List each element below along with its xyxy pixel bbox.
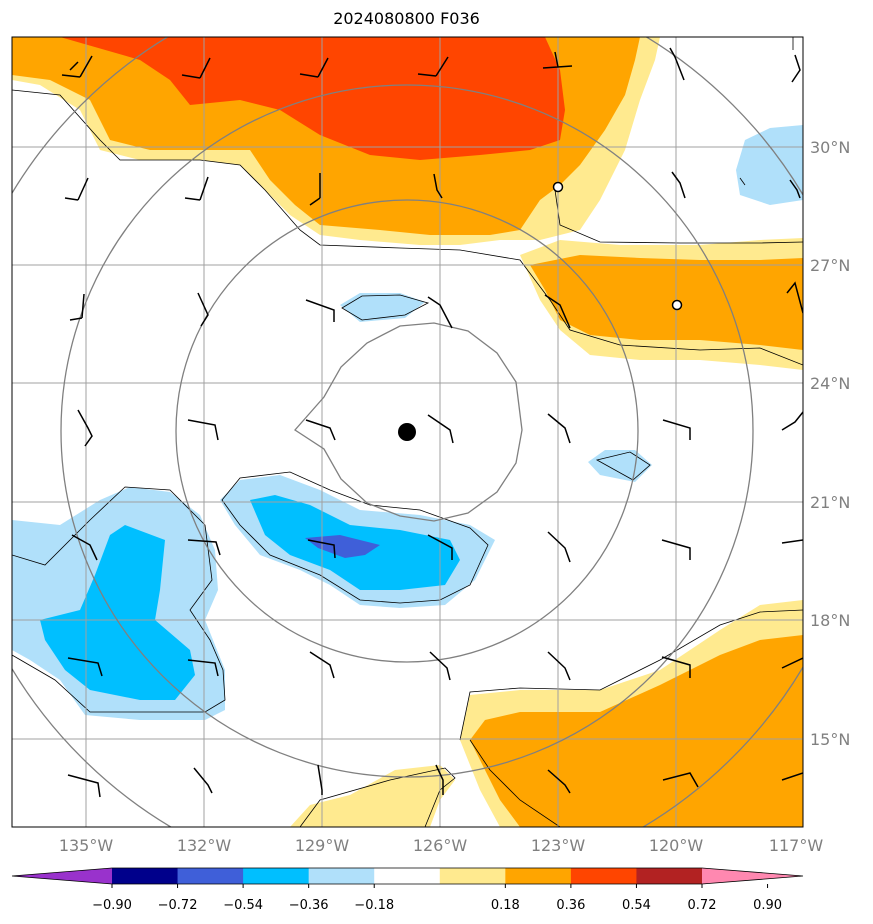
lat-label: 15°N — [810, 730, 850, 749]
lon-label: 117°W — [769, 836, 824, 855]
lon-label: 123°W — [531, 836, 586, 855]
colorbar-segment — [636, 868, 703, 884]
colorbar-segment — [505, 868, 572, 884]
colorbar-tick-label: 0.72 — [688, 898, 717, 913]
colorbar-tick-label: 0.54 — [622, 898, 651, 913]
lon-label: 132°W — [177, 836, 232, 855]
calm-circles — [552, 181, 683, 311]
latitude-labels: 30°N 27°N 24°N 21°N 18°N 15°N — [810, 138, 850, 749]
colorbar-extend-high — [702, 868, 803, 884]
colorbar-tick-label: 0.90 — [753, 898, 782, 913]
graticule — [12, 37, 803, 827]
colorbar-labels: −0.90 −0.72 −0.54 −0.36 −0.18 0.18 0.36 0.54 0.7… — [92, 884, 782, 913]
colorbar-tick-label: 0.36 — [556, 898, 585, 913]
colorbar-segment — [177, 868, 244, 884]
negative-anomaly-fill-west — [12, 487, 225, 720]
colorbar-tick-label: −0.72 — [158, 898, 198, 913]
lat-label: 21°N — [810, 493, 850, 512]
lat-label: 27°N — [810, 256, 850, 275]
colorbar-tick-label: −0.18 — [354, 898, 394, 913]
negative-anomaly-fill-center — [220, 475, 495, 608]
colorbar-segment — [439, 868, 506, 884]
lat-label: 30°N — [810, 138, 850, 157]
positive-anomaly-fill-north — [12, 37, 660, 245]
storm-center-marker — [398, 423, 416, 441]
lon-label: 120°W — [649, 836, 704, 855]
map-area — [12, 37, 803, 827]
contour-lines — [12, 37, 803, 827]
map-frame — [11, 36, 804, 828]
lon-label: 129°W — [295, 836, 350, 855]
longitude-labels: 135°W 132°W 129°W 126°W 123°W 120°W 117°… — [59, 836, 824, 855]
colorbar — [11, 867, 804, 885]
lat-label: 18°N — [810, 611, 850, 630]
lon-label: 135°W — [59, 836, 114, 855]
colorbar-segment — [570, 868, 637, 884]
colorbar-extend-low — [12, 868, 112, 884]
wind-barbs — [61, 47, 803, 798]
colorbar-segment — [308, 868, 375, 884]
lon-label: 126°W — [413, 836, 468, 855]
positive-anomaly-fill-southeast — [460, 600, 803, 827]
positive-anomaly-fill-east — [520, 238, 803, 370]
colorbar-tick-label: −0.90 — [92, 898, 132, 913]
colorbar-tick-label: 0.18 — [491, 898, 520, 913]
range-rings — [12, 37, 803, 827]
colorbar-segment — [243, 868, 310, 884]
colorbar-segment — [112, 868, 179, 884]
colorbar-tick-label: −0.54 — [223, 898, 263, 913]
map-title: 2024080800 F036 — [333, 9, 480, 28]
positive-anomaly-fill-south — [290, 765, 455, 827]
colorbar-tick-label: −0.36 — [289, 898, 329, 913]
colorbar-segment — [374, 868, 441, 884]
lat-label: 24°N — [810, 374, 850, 393]
